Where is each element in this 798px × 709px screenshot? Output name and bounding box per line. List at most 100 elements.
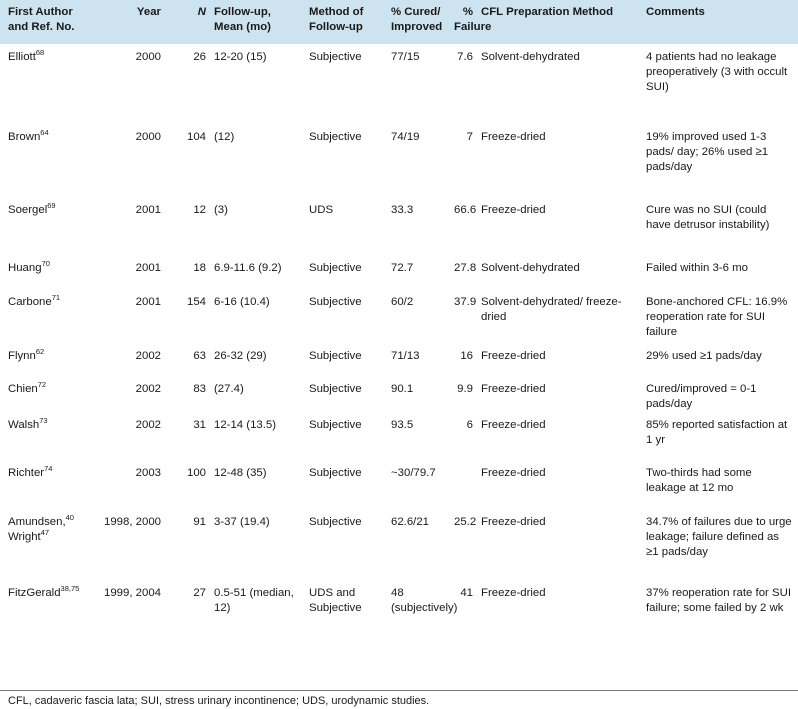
follow-up-cell: 12-14 (13.5) (214, 419, 277, 431)
table-body: Elliott68 2000 26 12-20 (15) Subjective 77/15… (0, 44, 798, 690)
reference: 47 (40, 528, 50, 537)
column-header: N (165, 0, 210, 44)
year-cell: 1999, 2004 (104, 587, 162, 599)
follow-up-cell: 12-20 (15) (214, 51, 267, 63)
reference: 74 (44, 464, 53, 473)
column-header: CFL Preparation Method (477, 0, 642, 44)
follow-up-cell: (12) (214, 131, 235, 143)
method-cell: Subjective (309, 419, 362, 431)
follow-up-cell: 26-32 (29) (214, 350, 267, 362)
author-name: Richter (8, 467, 45, 479)
year-cell: 2002 (135, 350, 161, 362)
failure-cell: 66.6 (454, 204, 477, 216)
cured-improved-cell: 62.6/21 (391, 516, 430, 528)
method-cell: Subjective (309, 51, 362, 63)
n-cell: 100 (186, 467, 206, 479)
preparation-cell: Freeze-dried (481, 587, 546, 599)
reference: 64 (40, 128, 49, 137)
n-cell: 83 (193, 383, 206, 395)
author-name: Carbone (8, 296, 52, 308)
follow-up-cell: 0.5-51 (median, 12) (214, 587, 294, 614)
comments-cell: 85% reported satisfaction at 1 yr (646, 419, 788, 446)
comments-cell: Cured/improved = 0-1 pads/day (646, 383, 757, 410)
table-row: Flynn62 2002 63 26-32 (29) Subjective 71/13 16… (0, 343, 798, 376)
table-row: Amundsen,40 Wright47 1998, 2000 91 3-37 (19… (0, 509, 798, 580)
reference: 71 (51, 293, 61, 302)
comments-cell: 19% improved used 1-3 pads/ day; 26% use… (646, 131, 769, 173)
failure-cell: 7 (466, 131, 473, 143)
method-cell: UDS and Subjective (309, 587, 362, 614)
n-cell: 104 (186, 131, 206, 143)
method-cell: Subjective (309, 262, 362, 274)
reference: 68 (35, 48, 45, 57)
column-header: First Author and Ref. No. (0, 0, 100, 44)
author-name: Wright (8, 531, 41, 543)
comments-cell: Failed within 3-6 mo (646, 262, 748, 274)
preparation-cell: Solvent-dehydrated/ freeze-dried (481, 296, 622, 323)
preparation-cell: Solvent-dehydrated (481, 51, 580, 63)
footnote: CFL, cadaveric fascia lata; SUI, stress … (8, 695, 430, 707)
column-header: % Failure (450, 0, 491, 44)
cured-improved-cell: 74/19 (391, 131, 420, 143)
method-cell: Subjective (309, 516, 362, 528)
cured-improved-cell: 90.1 (391, 383, 414, 395)
author-name: Flynn (8, 350, 36, 362)
table-row: Brown64 2000 104 (12) Subjective 74/19 7 Freeze… (0, 124, 798, 197)
author-cell: Flynn62 (0, 343, 100, 376)
reference: 72 (37, 380, 47, 389)
year-cell: 2000 (135, 131, 161, 143)
reference: 73 (39, 416, 48, 425)
preparation-cell: Freeze-dried (481, 467, 546, 479)
follow-up-cell: 3-37 (19.4) (214, 516, 270, 528)
author-cell: Amundsen,40 Wright47 (0, 509, 100, 580)
n-cell: 91 (193, 516, 206, 528)
comments-cell: 34.7% of failures due to urge leakage; f… (646, 516, 792, 558)
data-table: First Author and Ref. No. Year N Follow-up,… (0, 0, 798, 690)
year-cell: 2001 (135, 204, 161, 216)
comments-cell: 29% used ≥1 pads/day (646, 350, 762, 362)
author-cell: Chien72 (0, 376, 100, 412)
failure-cell: 25.2 (454, 516, 477, 528)
comments-cell: Two-thirds had some leakage at 12 mo (646, 467, 752, 494)
year-cell: 2001 (135, 296, 161, 308)
preparation-cell: Freeze-dried (481, 516, 546, 528)
failure-cell: 6 (466, 419, 473, 431)
author-name: Elliott (8, 51, 36, 63)
year-cell: 2001 (135, 262, 161, 274)
author-name: Chien (8, 383, 38, 395)
author-name: Huang (8, 262, 42, 274)
table-row: Carbone71 2001 154 6-16 (10.4) Subjective 60/… (0, 289, 798, 343)
year-cell: 1998, 2000 (104, 516, 162, 528)
n-cell: 26 (193, 51, 206, 63)
method-cell: Subjective (309, 467, 362, 479)
table-row: Richter74 2003 100 12-48 (35) Subjective ~30/… (0, 460, 798, 509)
table-row: Soergel69 2001 12 (3) UDS 33.3 66.6 Freeze-drie… (0, 197, 798, 255)
column-header: Year (100, 0, 165, 44)
author-cell: Carbone71 (0, 289, 100, 343)
follow-up-cell: 6-16 (10.4) (214, 296, 270, 308)
method-cell: Subjective (309, 383, 362, 395)
author-name: FitzGerald (8, 587, 61, 599)
n-cell: 18 (193, 262, 206, 274)
column-header: Comments (642, 0, 798, 44)
follow-up-cell: 12-48 (35) (214, 467, 267, 479)
author-cell: Soergel69 (0, 197, 100, 255)
cured-improved-cell: ~30/79.7 (391, 467, 436, 479)
cured-improved-cell: 71/13 (391, 350, 420, 362)
method-cell: Subjective (309, 350, 362, 362)
failure-cell: 7.6 (457, 51, 473, 63)
failure-cell: 27.8 (454, 262, 477, 274)
cured-improved-cell: 72.7 (391, 262, 414, 274)
author-cell: Huang70 (0, 255, 100, 289)
preparation-cell: Freeze-dried (481, 383, 546, 395)
table-row: Elliott68 2000 26 12-20 (15) Subjective 77/15… (0, 44, 798, 124)
failure-cell: 16 (460, 350, 473, 362)
preparation-cell: Freeze-dried (481, 131, 546, 143)
n-cell: 31 (193, 419, 206, 431)
comments-cell: 4 patients had no leakage preoperatively… (646, 51, 788, 93)
comments-cell: Cure was no SUI (could have detrusor ins… (646, 204, 770, 231)
failure-cell (450, 460, 477, 509)
reference: 40 (65, 513, 74, 522)
n-cell: 154 (186, 296, 206, 308)
n-cell: 27 (193, 587, 206, 599)
